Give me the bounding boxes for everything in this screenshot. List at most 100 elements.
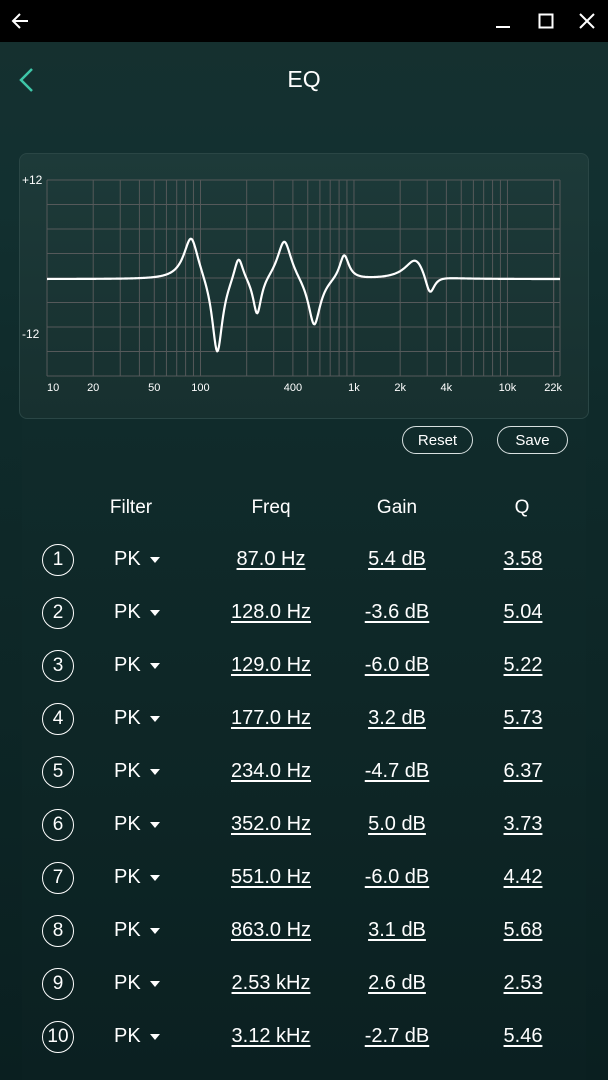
q-value[interactable]: 5.46 bbox=[503, 1025, 543, 1047]
caret-down-icon[interactable] bbox=[150, 822, 160, 828]
filter-type-dropdown[interactable]: PK bbox=[114, 866, 141, 888]
save-button[interactable]: Save bbox=[497, 426, 568, 454]
freq-value[interactable]: 128.0 Hz bbox=[230, 601, 312, 623]
filter-type-dropdown[interactable]: PK bbox=[114, 760, 141, 782]
q-value[interactable]: 5.68 bbox=[503, 919, 543, 941]
gain-value[interactable]: 5.0 dB bbox=[368, 813, 426, 835]
caret-down-icon[interactable] bbox=[150, 716, 160, 722]
band-index: 3 bbox=[42, 650, 74, 682]
band-index: 10 bbox=[42, 1021, 74, 1053]
gain-value[interactable]: -4.7 dB bbox=[364, 760, 430, 782]
header-filter: Filter bbox=[109, 497, 153, 518]
freq-value[interactable]: 87.0 Hz bbox=[236, 548, 306, 570]
app-bar: EQ bbox=[0, 42, 608, 118]
q-value[interactable]: 3.58 bbox=[503, 548, 543, 570]
arrow-left-icon[interactable] bbox=[8, 8, 34, 34]
q-value[interactable]: 6.37 bbox=[503, 760, 543, 782]
q-value[interactable]: 2.53 bbox=[503, 972, 543, 994]
q-value[interactable]: 3.73 bbox=[503, 813, 543, 835]
filter-type-dropdown[interactable]: PK bbox=[114, 707, 141, 729]
q-value[interactable]: 4.42 bbox=[503, 866, 543, 888]
band-index: 7 bbox=[42, 862, 74, 894]
q-value[interactable]: 5.04 bbox=[503, 601, 543, 623]
header-q: Q bbox=[514, 497, 530, 518]
caret-down-icon[interactable] bbox=[150, 875, 160, 881]
caret-down-icon[interactable] bbox=[150, 1034, 160, 1040]
close-icon[interactable] bbox=[574, 8, 600, 34]
gain-value[interactable]: -2.7 dB bbox=[364, 1025, 430, 1047]
freq-value[interactable]: 129.0 Hz bbox=[230, 654, 312, 676]
header-gain: Gain bbox=[376, 497, 418, 518]
band-index: 5 bbox=[42, 756, 74, 788]
eq-response-curve bbox=[46, 237, 561, 353]
x-axis-tick-label: 1k bbox=[348, 382, 360, 394]
caret-down-icon[interactable] bbox=[150, 610, 160, 616]
q-value[interactable]: 5.73 bbox=[503, 707, 543, 729]
filter-type-dropdown[interactable]: PK bbox=[114, 601, 141, 623]
x-axis-tick-label: 400 bbox=[284, 382, 302, 394]
gain-value[interactable]: -6.0 dB bbox=[364, 654, 430, 676]
filter-type-dropdown[interactable]: PK bbox=[114, 919, 141, 941]
header-freq: Freq bbox=[251, 497, 291, 518]
x-axis-tick-label: 20 bbox=[87, 382, 99, 394]
x-axis-tick-label: 100 bbox=[191, 382, 209, 394]
filter-type-dropdown[interactable]: PK bbox=[114, 972, 141, 994]
band-index: 4 bbox=[42, 703, 74, 735]
freq-value[interactable]: 177.0 Hz bbox=[230, 707, 312, 729]
caret-down-icon[interactable] bbox=[150, 981, 160, 987]
reset-button[interactable]: Reset bbox=[402, 426, 473, 454]
maximize-icon[interactable] bbox=[533, 8, 559, 34]
x-axis-tick-label: 50 bbox=[148, 382, 160, 394]
x-axis-tick-label: 22k bbox=[544, 382, 562, 394]
caret-down-icon[interactable] bbox=[150, 769, 160, 775]
q-value[interactable]: 5.22 bbox=[503, 654, 543, 676]
band-row: 1 PK 87.0 Hz 5.4 dB 3.58 bbox=[22, 537, 586, 590]
eq-graph-card: +12 -12 10 20 50 100 400 1k 2k 4k 10k 22k bbox=[19, 153, 589, 419]
band-row: 10 PK 3.12 kHz -2.7 dB 5.46 bbox=[22, 1014, 586, 1067]
caret-down-icon[interactable] bbox=[150, 557, 160, 563]
y-axis-top-label: +12 bbox=[22, 173, 43, 187]
band-row: 2 PK 128.0 Hz -3.6 dB 5.04 bbox=[22, 590, 586, 643]
freq-value[interactable]: 551.0 Hz bbox=[230, 866, 312, 888]
freq-value[interactable]: 3.12 kHz bbox=[231, 1025, 311, 1047]
band-index: 8 bbox=[42, 915, 74, 947]
freq-value[interactable]: 234.0 Hz bbox=[230, 760, 312, 782]
gain-value[interactable]: 3.2 dB bbox=[368, 707, 426, 729]
x-axis-tick-label: 2k bbox=[394, 382, 406, 394]
band-index: 2 bbox=[42, 597, 74, 629]
filter-type-dropdown[interactable]: PK bbox=[114, 1025, 141, 1047]
caret-down-icon[interactable] bbox=[150, 663, 160, 669]
x-axis-tick-label: 4k bbox=[441, 382, 453, 394]
eq-graph[interactable]: +12 -12 10 20 50 100 400 1k 2k 4k 10k 22k bbox=[20, 154, 590, 420]
x-axis-tick-label: 10k bbox=[499, 382, 517, 394]
chevron-left-icon[interactable] bbox=[12, 64, 44, 96]
filter-type-dropdown[interactable]: PK bbox=[114, 654, 141, 676]
band-row: 9 PK 2.53 kHz 2.6 dB 2.53 bbox=[22, 961, 586, 1014]
minimize-icon[interactable] bbox=[490, 8, 516, 34]
filter-type-dropdown[interactable]: PK bbox=[114, 548, 141, 570]
band-row: 4 PK 177.0 Hz 3.2 dB 5.73 bbox=[22, 696, 586, 749]
freq-value[interactable]: 352.0 Hz bbox=[230, 813, 312, 835]
band-index: 6 bbox=[42, 809, 74, 841]
band-index: 1 bbox=[42, 544, 74, 576]
x-axis-tick-label: 10 bbox=[47, 382, 59, 394]
y-axis-bottom-label: -12 bbox=[22, 327, 40, 341]
band-row: 8 PK 863.0 Hz 3.1 dB 5.68 bbox=[22, 908, 586, 961]
freq-value[interactable]: 2.53 kHz bbox=[231, 972, 311, 994]
page-title: EQ bbox=[287, 66, 321, 92]
band-row: 5 PK 234.0 Hz -4.7 dB 6.37 bbox=[22, 749, 586, 802]
band-panel: Reset Save Filter Freq Gain Q 1 PK 87.0 Hz… bbox=[22, 419, 586, 1080]
band-index: 9 bbox=[42, 968, 74, 1000]
window-titlebar bbox=[0, 0, 608, 42]
freq-value[interactable]: 863.0 Hz bbox=[230, 919, 312, 941]
gain-value[interactable]: 5.4 dB bbox=[368, 548, 426, 570]
band-row: 7 PK 551.0 Hz -6.0 dB 4.42 bbox=[22, 855, 586, 908]
caret-down-icon[interactable] bbox=[150, 928, 160, 934]
gain-value[interactable]: 2.6 dB bbox=[368, 972, 426, 994]
filter-type-dropdown[interactable]: PK bbox=[114, 813, 141, 835]
band-row: 6 PK 352.0 Hz 5.0 dB 3.73 bbox=[22, 802, 586, 855]
gain-value[interactable]: -3.6 dB bbox=[364, 601, 430, 623]
band-row: 3 PK 129.0 Hz -6.0 dB 5.22 bbox=[22, 643, 586, 696]
gain-value[interactable]: -6.0 dB bbox=[364, 866, 430, 888]
gain-value[interactable]: 3.1 dB bbox=[368, 919, 426, 941]
